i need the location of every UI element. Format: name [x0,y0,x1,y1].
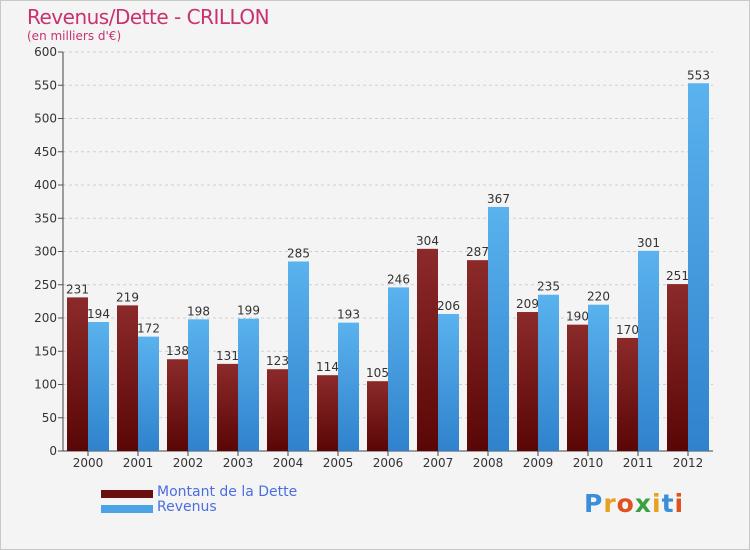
data-label: 190 [566,310,589,324]
legend-label-debt: Montant de la Dette [157,484,298,500]
logo-letter: P [584,489,604,518]
legend-label-revenue: Revenus [157,499,217,515]
data-label: 219 [116,290,139,304]
bar-revenue [388,287,409,451]
data-label: 367 [487,192,510,206]
bar-debt [667,284,688,451]
data-label: 220 [587,290,610,304]
bar-revenue [438,314,459,451]
data-label: 231 [66,282,89,296]
bar-debt [217,363,238,451]
y-tick-label: 0 [49,444,57,458]
x-tick-label: 2010 [573,456,604,470]
logo-letter: i [652,489,662,518]
y-tick-label: 450 [34,145,57,159]
y-tick-label: 300 [34,245,57,259]
y-tick-label: 100 [34,378,57,392]
data-label: 199 [237,304,260,318]
bar-debt [617,337,638,451]
y-tick-label: 600 [34,45,57,59]
y-tick-label: 150 [34,344,57,358]
data-label: 138 [166,344,189,358]
data-label: 304 [416,234,439,248]
data-label: 114 [316,360,339,374]
data-label: 285 [287,246,310,260]
bar-revenue [188,319,209,451]
bar-revenue [538,294,559,451]
data-label: 131 [216,349,239,363]
bar-revenue [588,304,609,451]
bar-debt [417,248,438,451]
bar-debt [367,381,388,451]
bar-revenue [88,321,109,451]
x-tick-label: 2002 [173,456,204,470]
logo-letter: t [661,489,675,518]
bar-revenue [338,322,359,451]
bar-debt [117,305,138,451]
x-tick-label: 2003 [223,456,254,470]
bar-revenue [288,261,309,451]
data-label: 123 [266,354,289,368]
data-label: 209 [516,297,539,311]
data-label: 287 [466,245,489,259]
data-label: 206 [437,299,460,313]
logo-letter: o [616,489,635,518]
bar-debt [167,359,188,451]
bar-revenue [488,206,509,451]
logo-letter: i [674,489,685,518]
data-label: 246 [387,272,410,286]
logo-letter: x [634,489,652,518]
data-label: 170 [616,323,639,337]
bar-debt [567,324,588,451]
logo-letter: r [603,489,617,518]
bar-debt [317,375,338,451]
bar-debt [467,260,488,451]
x-tick-label: 2004 [273,456,304,470]
y-tick-label: 200 [34,311,57,325]
x-tick-label: 2001 [123,456,154,470]
bar-revenue [238,318,259,451]
chart-subtitle: (en milliers d'€) [27,29,122,43]
bar-debt [517,312,538,451]
legend-swatch-debt [101,490,153,498]
data-label: 105 [366,366,389,380]
chart-title: Revenus/Dette - CRILLON [27,5,270,29]
data-label: 553 [687,68,710,82]
proxiti-logo: Proxiti [584,489,684,518]
data-label: 301 [637,236,660,250]
x-tick-label: 2006 [373,456,404,470]
legend-swatch-revenue [101,505,153,513]
y-tick-label: 350 [34,211,57,225]
x-tick-label: 2009 [523,456,554,470]
x-tick-label: 2000 [73,456,104,470]
data-label: 251 [666,269,689,283]
x-tick-label: 2012 [673,456,704,470]
data-label: 172 [137,322,160,336]
bar-debt [267,369,288,451]
data-label: 193 [337,308,360,322]
y-tick-label: 550 [34,78,57,92]
bar-revenue [688,83,709,451]
x-tick-label: 2005 [323,456,354,470]
data-label: 194 [87,307,110,321]
x-tick-label: 2007 [423,456,454,470]
bar-debt [67,297,88,451]
y-tick-label: 400 [34,178,57,192]
x-tick-label: 2011 [623,456,654,470]
y-tick-label: 500 [34,112,57,126]
y-tick-label: 250 [34,278,57,292]
data-label: 198 [187,304,210,318]
bar-revenue [138,336,159,451]
x-tick-label: 2008 [473,456,504,470]
bar-revenue [638,250,659,451]
data-label: 235 [537,280,560,294]
y-tick-label: 50 [42,411,57,425]
